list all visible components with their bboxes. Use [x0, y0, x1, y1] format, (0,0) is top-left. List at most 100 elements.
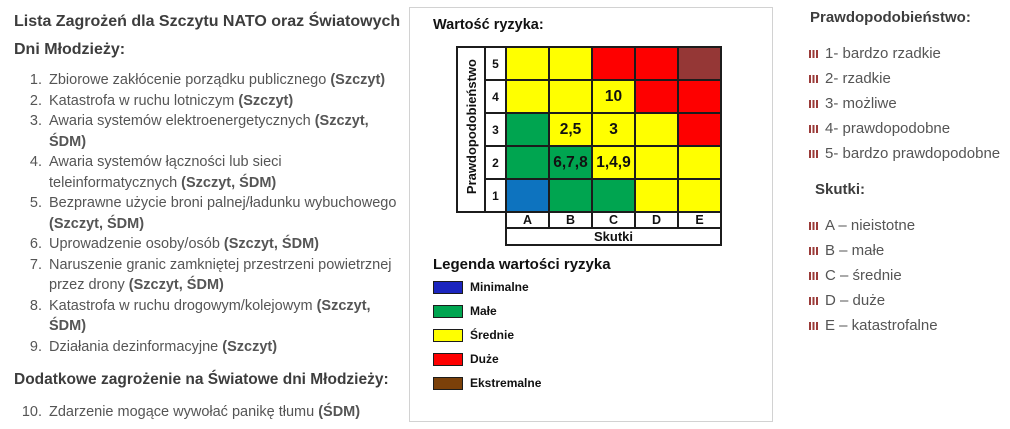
bars-bullet-icon: [809, 49, 818, 58]
matrix-cell: [677, 79, 722, 114]
legend-item: Minimalne: [433, 280, 772, 294]
legend-item: Średnie: [433, 328, 772, 342]
doc-title-line-2: Dni Młodzieży:: [14, 41, 126, 58]
bars-bullet-icon: [809, 74, 818, 83]
threat-text: Bezprawne użycie broni palnej/ładunku wy…: [49, 195, 397, 232]
threat-text: Działania dezinformacyjne (Szczyt): [49, 338, 278, 355]
threat-number: 3.: [29, 113, 42, 129]
threat-tag: (Szczyt, ŚDM): [49, 215, 145, 232]
matrix-cell: [677, 178, 722, 213]
matrix-cell: [505, 178, 550, 213]
key-item-label: C – średnie: [825, 267, 902, 284]
threat-number: 10.: [21, 404, 42, 420]
matrix-cell: [677, 112, 722, 147]
threat-number: 4.: [29, 154, 42, 170]
matrix-cell: 2,5: [548, 112, 593, 147]
threat-text: Naruszenie granic zamkniętej przestrzeni…: [49, 256, 392, 294]
key-item: 3- możliwe: [809, 91, 1009, 116]
matrix-cell: [548, 79, 593, 114]
key-item-label: D – duże: [825, 292, 886, 309]
matrix-row: Prawdopodobieństwo 5: [456, 46, 722, 213]
legend-item: Małe: [433, 304, 772, 318]
consequences-list: A – nieistotne B – małe C – średnie D – duż…: [809, 213, 1009, 338]
consequences-heading: Skutki:: [815, 181, 866, 198]
key-item: B – małe: [809, 238, 1009, 263]
y-axis-label-cell: Prawdopodobieństwo: [456, 46, 486, 213]
key-item-label: 3- możliwe: [825, 95, 897, 112]
threat-item: 2. Katastrofa w ruchu lotniczym (Szczyt): [14, 91, 402, 112]
threat-item: 7. Naruszenie granic zamkniętej przestrze…: [14, 255, 402, 296]
matrix-row: 4 10: [457, 79, 722, 114]
additional-threat-list: 10. Zdarzenie mogące wywołać panikę tłumu…: [14, 402, 402, 423]
column-letter: D: [634, 211, 679, 229]
threat-number: 5.: [29, 195, 42, 211]
threat-text: Awaria systemów elektroenergetycznych (S…: [49, 113, 369, 150]
key-item: D – duże: [809, 288, 1009, 313]
threat-number: 1.: [29, 72, 42, 88]
threat-item: 5. Bezprawne użycie broni palnej/ładunku …: [14, 193, 402, 234]
key-item: 4- prawdopodobne: [809, 116, 1009, 141]
key-item: A – nieistotne: [809, 213, 1009, 238]
threat-number: 8.: [29, 297, 42, 314]
legend: Minimalne Małe Średnie Duże Ekstremalne: [433, 280, 772, 390]
risk-panel-title: Wartość ryzyka:: [433, 17, 544, 33]
threat-tag: (Szczyt): [222, 338, 278, 355]
threat-number: 2.: [29, 92, 42, 109]
key-item-label: B – małe: [825, 242, 885, 259]
y-axis-label: Prawdopodobieństwo: [463, 59, 479, 195]
threat-item: 3. Awaria systemów elektroenergetycznych …: [14, 111, 402, 152]
key-item-label: 5- bardzo prawdopodobne: [825, 145, 1001, 162]
matrix-cell: [677, 46, 722, 81]
risk-matrix-body: Prawdopodobieństwo 5 4 10 3 2,5 3 2 6,7,8 1,4,9 1 A…: [456, 46, 722, 246]
bars-bullet-icon: [809, 271, 818, 280]
matrix-cell: 1,4,9: [591, 145, 636, 180]
key-item: 5- bardzo prawdopodobne: [809, 141, 1009, 166]
matrix-cell: [634, 145, 679, 180]
right-column: Prawdopodobieństwo: 1- bardzo rzadkie 2- …: [809, 8, 1009, 338]
key-item-label: E – katastrofalne: [825, 317, 938, 334]
matrix-cell: [505, 46, 550, 81]
threat-text: Awaria systemów łączności lub sieci tele…: [49, 154, 282, 191]
matrix-cell: [634, 112, 679, 147]
blank-cell: [457, 228, 506, 245]
legend-swatch: [433, 304, 463, 318]
legend-label: Duże: [470, 352, 499, 366]
threat-item: 6. Uprowadzenie osoby/osób (Szczyt, ŚDM): [14, 234, 402, 255]
legend-swatch: [433, 376, 463, 390]
threat-text: Zbiorowe zakłócenie porządku publicznego…: [49, 72, 386, 88]
matrix-cell: [548, 178, 593, 213]
threat-text: Zdarzenie mogące wywołać panikę tłumu (Ś…: [49, 404, 361, 420]
threat-item: 9. Działania dezinformacyjne (Szczyt): [14, 337, 402, 358]
legend-swatch: [433, 328, 463, 342]
threat-tag: (ŚDM): [318, 404, 361, 420]
left-column: Lista Zagrożeń dla Szczytu NATO oraz Świ…: [14, 8, 402, 423]
threat-text: Katastrofa w ruchu drogowym/kolejowym (S…: [49, 297, 371, 335]
additional-heading: Dodatkowe zagrożenie na Światowe dni Mło…: [14, 371, 389, 388]
matrix-cell: [677, 145, 722, 180]
probability-list: 1- bardzo rzadkie 2- rzadkie 3- możliwe 4- …: [809, 41, 1009, 166]
matrix-cell: [591, 46, 636, 81]
row-number: 2: [484, 145, 507, 180]
matrix-cell: [505, 79, 550, 114]
row-number: 4: [484, 79, 507, 114]
legend-label: Ekstremalne: [470, 376, 542, 390]
threat-tag: (Szczyt, ŚDM): [49, 297, 371, 335]
column-letter: E: [677, 211, 722, 229]
threat-item: 10. Zdarzenie mogące wywołać panikę tłumu…: [14, 402, 402, 423]
threat-item: 1. Zbiorowe zakłócenie porządku publiczne…: [14, 70, 402, 91]
legend-swatch: [433, 352, 463, 366]
bars-bullet-icon: [809, 246, 818, 255]
legend-item: Ekstremalne: [433, 376, 772, 390]
row-number: 1: [484, 178, 507, 213]
matrix-cell: [548, 46, 593, 81]
threat-tag: (Szczyt): [330, 72, 386, 88]
matrix-row: 2 6,7,8 1,4,9: [457, 145, 722, 180]
matrix-cell: [634, 79, 679, 114]
bars-bullet-icon: [809, 124, 818, 133]
matrix-cell: 3: [591, 112, 636, 147]
key-item: 1- bardzo rzadkie: [809, 41, 1009, 66]
column-letter: C: [591, 211, 636, 229]
matrix-cell: 6,7,8: [548, 145, 593, 180]
